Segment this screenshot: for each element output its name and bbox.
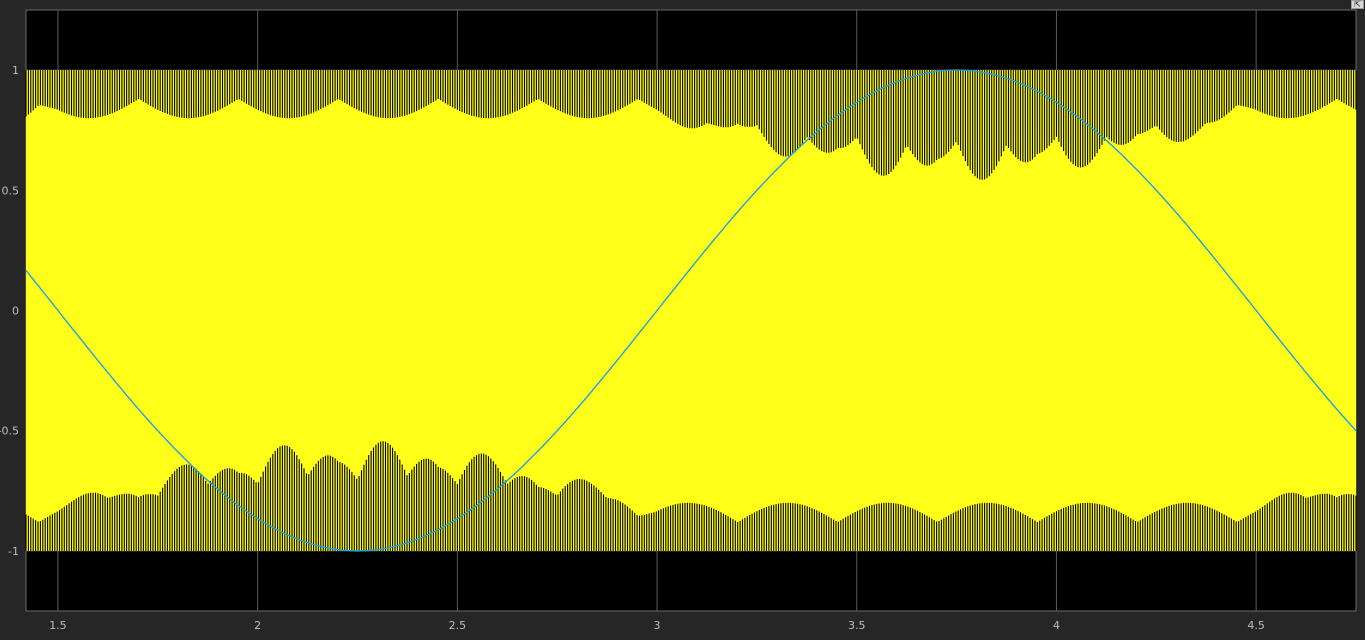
x-tick-label: 3.5 (848, 619, 866, 632)
y-tick-label: -1 (8, 545, 19, 558)
y-tick-labels: 1 0.5 0 -0.5 -1 (0, 64, 19, 558)
x-tick-label: 3 (654, 619, 661, 632)
x-tick-label: 1.5 (49, 619, 67, 632)
x-tick-label: 2 (254, 619, 261, 632)
x-tick-label: 2.5 (449, 619, 467, 632)
undock-arrow-icon[interactable]: ⇱ (1351, 0, 1364, 9)
y-tick-label: 0.5 (2, 184, 20, 197)
y-tick-label: -0.5 (0, 425, 19, 438)
y-tick-label: 0 (12, 305, 19, 318)
pwm-bottom-notches (25, 441, 1357, 551)
pwm-series (25, 70, 1357, 551)
y-tick-label: 1 (12, 64, 19, 77)
pwm-top-notches (25, 70, 1357, 180)
x-tick-label: 4.5 (1247, 619, 1265, 632)
pwm-band (26, 70, 1356, 551)
x-tick-label: 4 (1053, 619, 1060, 632)
sine-series-line (25, 69, 1357, 552)
x-tick-labels: 1.5 2 2.5 3 3.5 4 4.5 (49, 619, 1265, 632)
